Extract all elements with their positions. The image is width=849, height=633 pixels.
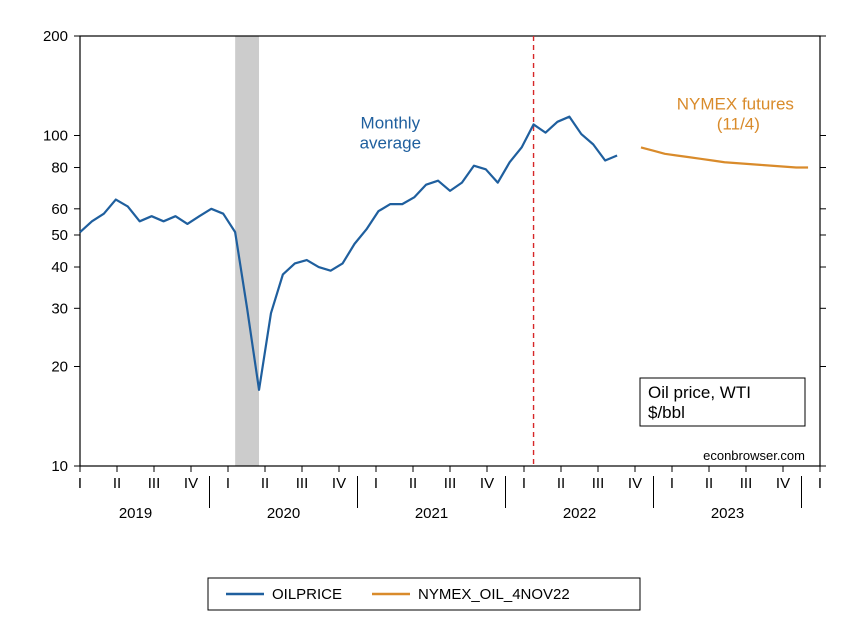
y-tick-label: 100 [43, 127, 68, 144]
monthly-average-annotation: Monthly [361, 113, 421, 132]
monthly-average-annotation: average [360, 133, 421, 152]
info-box-line2: $/bbl [648, 403, 685, 422]
quarter-label: III [740, 475, 753, 492]
quarter-label: I [226, 475, 230, 492]
y-tick-label: 40 [51, 259, 68, 276]
y-tick-label: 50 [51, 227, 68, 244]
year-label: 2021 [415, 505, 448, 522]
quarter-label: IV [776, 475, 790, 492]
source-attribution: econbrowser.com [703, 448, 805, 463]
quarter-label: I [670, 475, 674, 492]
quarter-label: I [78, 475, 82, 492]
year-label: 2019 [119, 505, 152, 522]
year-label: 2022 [563, 505, 596, 522]
quarter-label: I [374, 475, 378, 492]
quarter-label: II [113, 475, 121, 492]
y-tick-label: 10 [51, 458, 68, 475]
y-tick-label: 200 [43, 28, 68, 45]
y-tick-label: 20 [51, 359, 68, 376]
quarter-label: II [409, 475, 417, 492]
quarter-label: III [444, 475, 457, 492]
info-box-line1: Oil price, WTI [648, 383, 751, 402]
oil-price-chart: 10203040506080100200IIIIIIIVIIIIIIIVIIII… [0, 0, 849, 633]
quarter-label: III [148, 475, 161, 492]
quarter-label: II [557, 475, 565, 492]
legend-label: OILPRICE [272, 586, 342, 603]
quarter-label: IV [332, 475, 346, 492]
quarter-label: IV [184, 475, 198, 492]
legend-label: NYMEX_OIL_4NOV22 [418, 586, 570, 603]
quarter-label: II [261, 475, 269, 492]
y-tick-label: 80 [51, 160, 68, 177]
quarter-label: III [592, 475, 605, 492]
quarter-label: III [296, 475, 309, 492]
nymex-annotation: (11/4) [717, 114, 760, 133]
y-tick-label: 30 [51, 300, 68, 317]
y-tick-label: 60 [51, 201, 68, 218]
year-label: 2023 [711, 505, 744, 522]
nymex-annotation: NYMEX futures [677, 94, 794, 113]
year-label: 2020 [267, 505, 300, 522]
quarter-label: I [522, 475, 526, 492]
quarter-label: II [705, 475, 713, 492]
quarter-label: IV [480, 475, 494, 492]
quarter-label: IV [628, 475, 642, 492]
quarter-label: I [818, 475, 822, 492]
